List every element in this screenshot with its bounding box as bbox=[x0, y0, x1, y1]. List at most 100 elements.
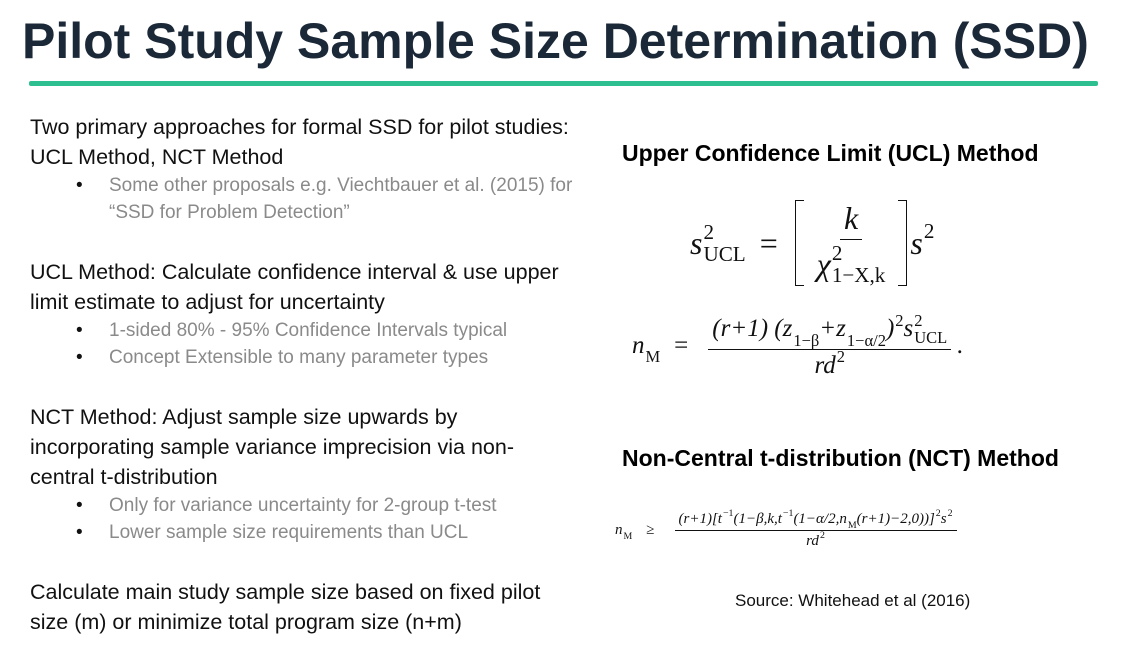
math-segment: rd 2 bbox=[814, 348, 845, 380]
superscript: 2 bbox=[831, 241, 843, 265]
relation: ≥ bbox=[646, 522, 655, 538]
relation: = bbox=[759, 224, 778, 261]
superscript: 2 bbox=[935, 508, 941, 520]
paragraph: Two primary approaches for formal SSD fo… bbox=[30, 115, 569, 169]
fraction: k χ 2 1−X,k bbox=[813, 200, 890, 286]
superscript: 2 bbox=[947, 508, 953, 520]
subscript: 1−X,k bbox=[831, 263, 886, 288]
math-text: n bbox=[632, 331, 645, 359]
math-segment: s 2 UCL bbox=[904, 312, 948, 347]
nct-formula: n M ≥ (r+1)[t −1 (1−β,k,t −1 (1−α/2,n M (r+1)−2,0… bbox=[615, 508, 963, 550]
script-stack: 2 bbox=[819, 530, 825, 542]
math-text: (r+1) (z bbox=[712, 315, 793, 343]
numerator: (r+1) (z 1−β +z 1−α/2) 2 s 2 UCL bbox=[708, 311, 952, 350]
math-segment: rd 2 bbox=[806, 530, 825, 550]
math-text: ) bbox=[885, 315, 895, 343]
superscript: −1 bbox=[722, 508, 734, 520]
nct-heading: Non-Central t-distribution (NCT) Method bbox=[622, 445, 1059, 471]
subscript: 1−α/2 bbox=[846, 330, 886, 350]
math-text: n bbox=[615, 522, 623, 538]
subscript: 1−β bbox=[793, 330, 820, 350]
denominator: rd 2 bbox=[810, 348, 849, 380]
math-segment: χ 2 1−X,k bbox=[816, 241, 886, 288]
subscript: UCL bbox=[914, 328, 948, 348]
section: Two primary approaches for formal SSD fo… bbox=[30, 112, 578, 226]
denominator: rd 2 bbox=[802, 530, 829, 550]
math-segment: (r+1)−2,0))] 2 bbox=[857, 508, 941, 528]
math-text: (1−α/2,n bbox=[793, 511, 847, 527]
math-segment: +z 1−α/2 bbox=[819, 315, 886, 349]
math-text: χ bbox=[816, 245, 831, 282]
math-text: k bbox=[843, 200, 859, 236]
math-text: rd bbox=[814, 351, 836, 379]
section: Calculate main study sample size based o… bbox=[30, 577, 578, 637]
script-stack: 2 bbox=[836, 347, 846, 367]
superscript: 2 bbox=[914, 311, 923, 330]
fraction: (r+1)[t −1 (1−β,k,t −1 (1−α/2,n M (r+1)−2,0))]… bbox=[674, 508, 957, 550]
section: NCT Method: Adjust sample size upwards b… bbox=[30, 402, 578, 546]
script-stack: M bbox=[645, 347, 661, 367]
bullet: 1-sided 80% - 95% Confidence Intervals t… bbox=[30, 317, 579, 344]
script-stack: 2 bbox=[935, 508, 941, 520]
math-text: s bbox=[903, 315, 914, 343]
relation: = bbox=[674, 331, 689, 359]
section: UCL Method: Calculate confidence interva… bbox=[30, 257, 578, 371]
bullet: Some other proposals e.g. Viechtbauer et… bbox=[30, 172, 579, 226]
script-stack: 2 1−X,k bbox=[831, 241, 886, 288]
math-segment: . bbox=[957, 332, 963, 360]
math-segment: (1−α/2,n M bbox=[793, 511, 857, 532]
superscript: 2 bbox=[895, 311, 904, 331]
bullet: Lower sample size requirements than UCL bbox=[30, 519, 579, 546]
numerator: k bbox=[839, 200, 863, 240]
math-segment: (1−β,k,t −1 bbox=[733, 508, 794, 528]
script-stack: −1 bbox=[722, 508, 734, 520]
subscript: M bbox=[847, 520, 857, 532]
bracket bbox=[794, 200, 804, 287]
superscript: 2 bbox=[923, 219, 935, 244]
superscript: 2 bbox=[703, 220, 715, 244]
fraction: (r+1) (z 1−β +z 1−α/2) 2 s 2 UCL rd 2 bbox=[708, 311, 952, 380]
math-text: +z bbox=[819, 315, 846, 343]
paragraph: NCT Method: Adjust sample size upwards b… bbox=[30, 405, 514, 489]
bullet: Only for variance uncertainty for 2-grou… bbox=[30, 492, 579, 519]
superscript: 2 bbox=[819, 530, 825, 542]
subscript: M bbox=[645, 347, 661, 367]
ucl-formula-1: s 2 UCL = k χ 2 1−X,k s 2 bbox=[690, 200, 934, 286]
math-text: s bbox=[910, 224, 923, 261]
bullet: Concept Extensible to many parameter typ… bbox=[30, 344, 579, 371]
numerator: (r+1)[t −1 (1−β,k,t −1 (1−α/2,n M (r+1)−2,0))]… bbox=[674, 508, 957, 532]
denominator: χ 2 1−X,k bbox=[813, 240, 890, 288]
ucl-formula-2: n M = (r+1) (z 1−β +z 1−α/2) 2 s 2 UCL rd 2. bbox=[632, 312, 964, 380]
bullet-list: 1-sided 80% - 95% Confidence Intervals t… bbox=[30, 317, 578, 371]
script-stack: 1−β bbox=[793, 330, 820, 350]
script-stack: 1−α/2 bbox=[846, 330, 886, 350]
script-stack: M bbox=[624, 531, 633, 542]
script-stack: 2 UCL bbox=[703, 220, 745, 266]
math-text: (r+1)[t bbox=[678, 511, 722, 527]
ucl-heading: Upper Confidence Limit (UCL) Method bbox=[622, 140, 1039, 166]
math-segment: k bbox=[844, 200, 858, 237]
source-note: Source: Whitehead et al (2016) bbox=[735, 591, 971, 610]
script-stack: 2 bbox=[895, 311, 904, 331]
math-text: (1−β,k,t bbox=[733, 511, 782, 527]
bullet-list: Some other proposals e.g. Viechtbauer et… bbox=[30, 172, 578, 226]
superscript: 2 bbox=[836, 347, 846, 367]
script-stack: 2 bbox=[924, 220, 935, 242]
script-stack: 2 UCL bbox=[914, 312, 947, 347]
math-segment: ) 2 bbox=[885, 311, 904, 343]
superscript: −1 bbox=[782, 508, 794, 520]
bracket bbox=[898, 200, 908, 287]
math-text: s bbox=[940, 511, 947, 527]
title-rule bbox=[29, 81, 1098, 86]
script-stack: 2 bbox=[947, 508, 953, 520]
math-segment: s 2 UCL bbox=[690, 220, 746, 266]
math-segment: (r+1)[t −1 bbox=[678, 508, 734, 528]
paragraph: UCL Method: Calculate confidence interva… bbox=[30, 260, 559, 314]
math-segment: (r+1) (z 1−β bbox=[712, 315, 819, 349]
script-stack: M bbox=[847, 520, 857, 532]
